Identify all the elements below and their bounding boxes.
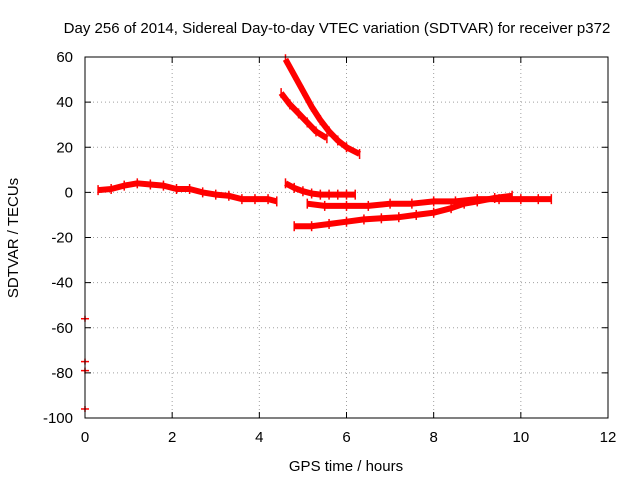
y-tick-label: -60 bbox=[51, 320, 73, 337]
y-tick-label: -20 bbox=[51, 230, 73, 247]
axes: 0 2 4 6 8 10 12 -100 -80 -60 -40 -20 0 20 40 60 bbox=[43, 49, 616, 446]
x-axis-label: GPS time / hours bbox=[289, 458, 403, 475]
y-tick-label: -100 bbox=[43, 410, 73, 427]
x-tick-label: 0 bbox=[81, 429, 89, 446]
y-tick-label: 60 bbox=[56, 49, 73, 66]
y-tick-label: -80 bbox=[51, 365, 73, 382]
series-arc-4 bbox=[278, 91, 329, 141]
series-arc-5 bbox=[306, 196, 552, 209]
y-tick-label: 0 bbox=[65, 184, 73, 201]
y-tick-label: 20 bbox=[56, 139, 73, 156]
data-series-group bbox=[81, 54, 553, 412]
x-tick-label: 10 bbox=[512, 429, 529, 446]
series-arc-6 bbox=[294, 192, 513, 230]
chart-title: Day 256 of 2014, Sidereal Day-to-day VTE… bbox=[64, 20, 611, 37]
x-tick-label: 2 bbox=[168, 429, 176, 446]
y-tick-label: 40 bbox=[56, 94, 73, 111]
x-tick-label: 8 bbox=[429, 429, 437, 446]
y-axis-label: SDTVAR / TECUs bbox=[5, 178, 22, 298]
x-tick-label: 4 bbox=[255, 429, 263, 446]
x-tick-label: 6 bbox=[342, 429, 350, 446]
series-arc-3 bbox=[282, 57, 361, 157]
y-tick-label: -40 bbox=[51, 275, 73, 292]
x-tick-label: 12 bbox=[600, 429, 617, 446]
grid-lines bbox=[85, 57, 608, 418]
